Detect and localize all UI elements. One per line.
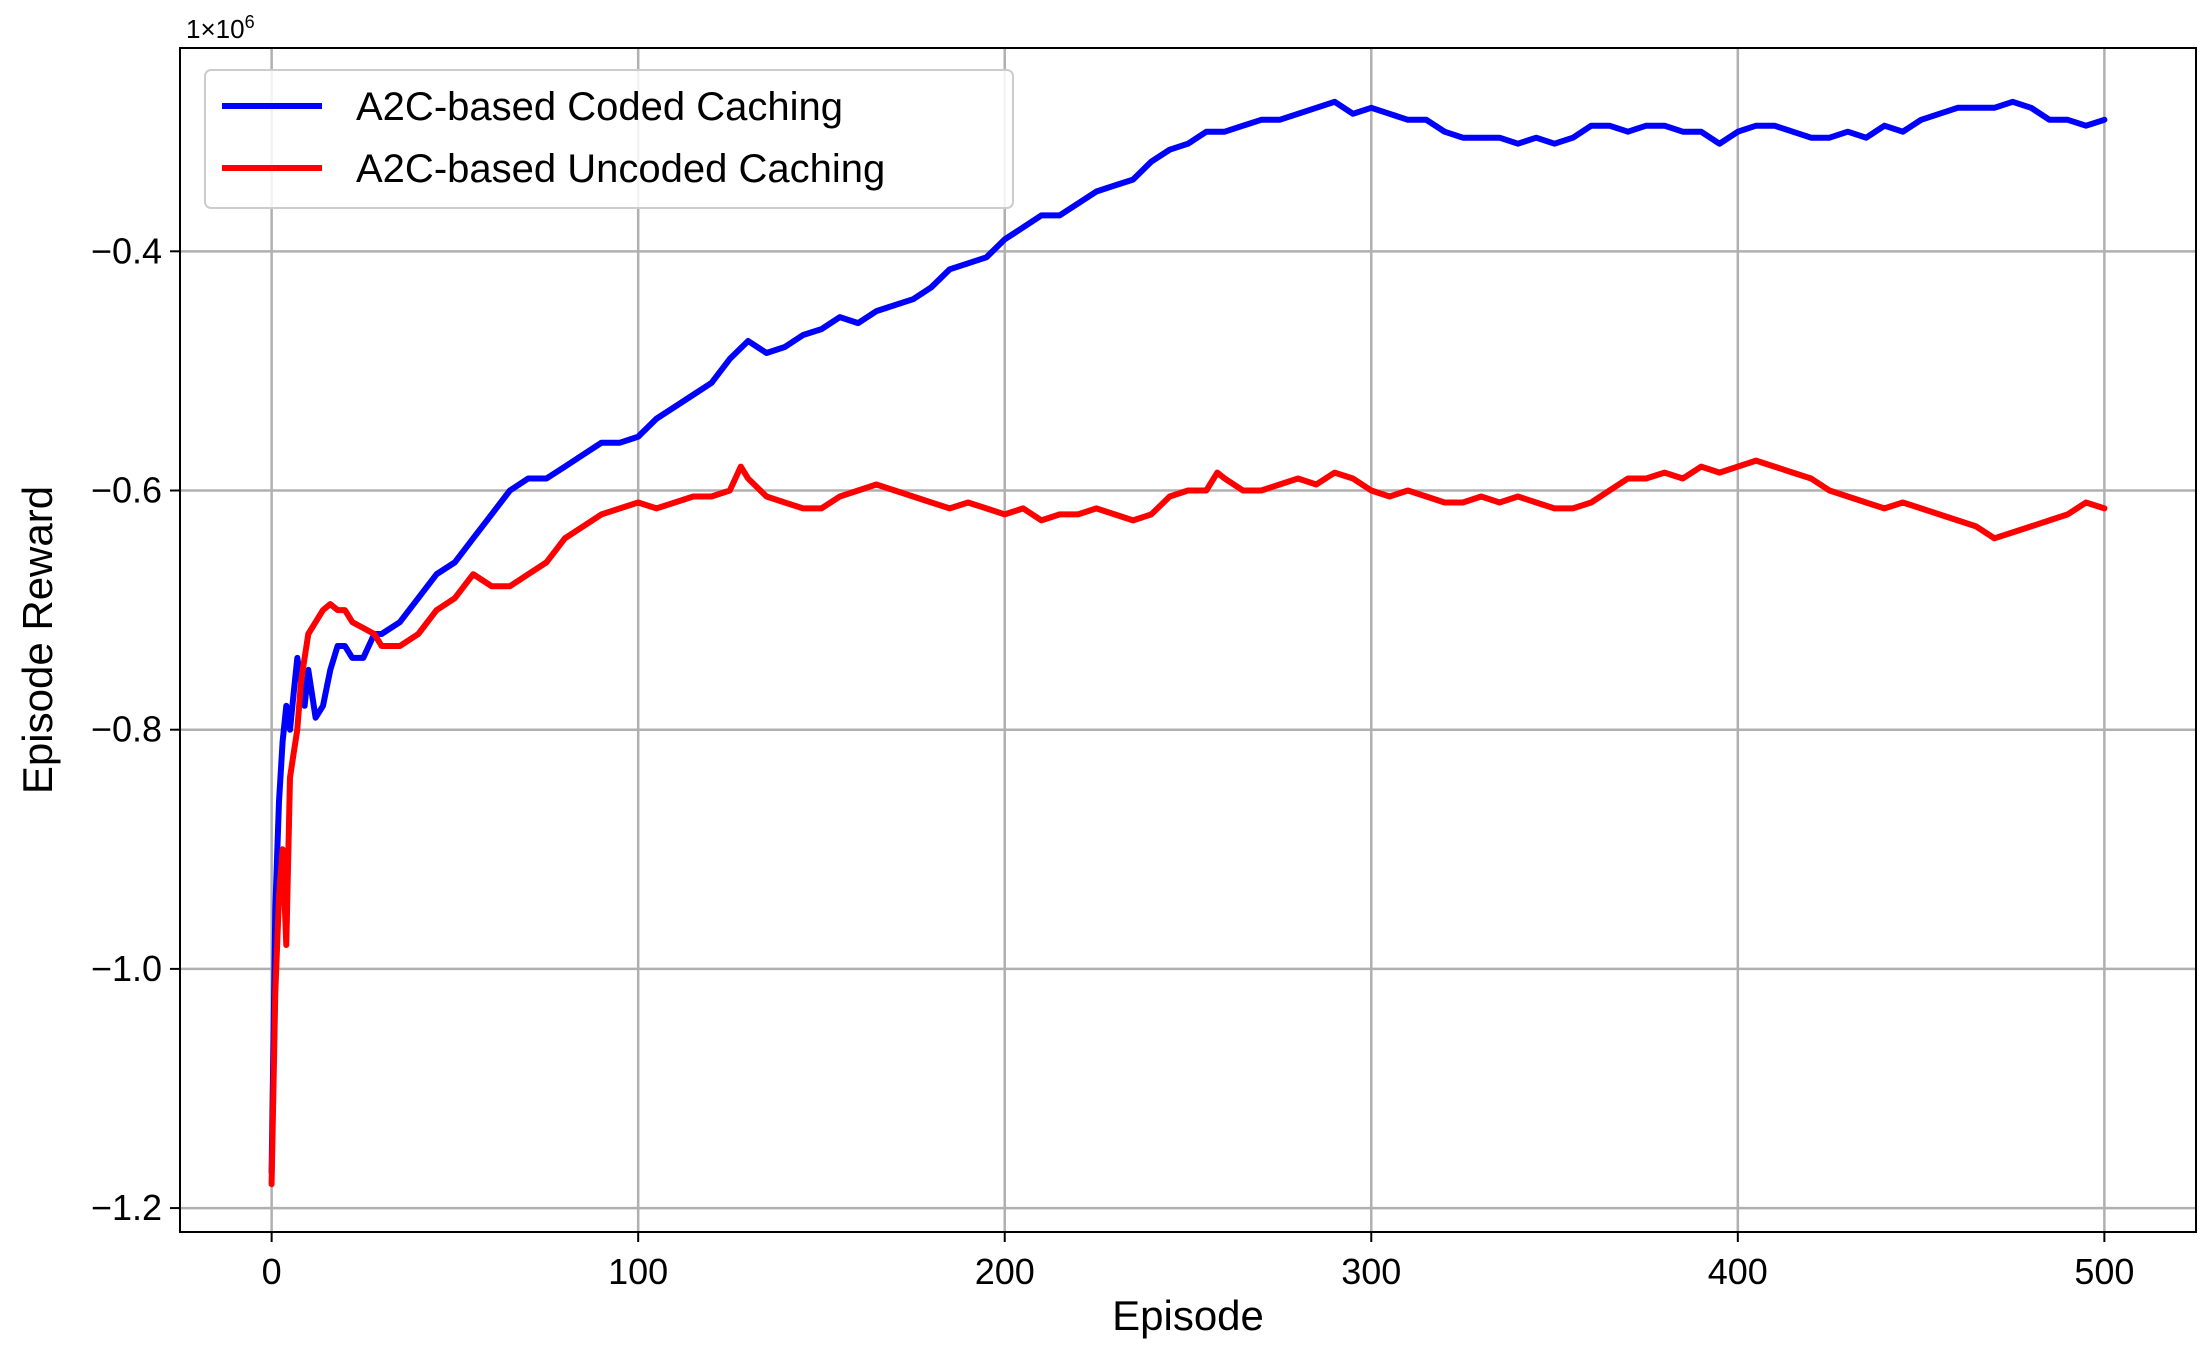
x-tick-label: 400	[1708, 1251, 1768, 1292]
y-offset-base: 1×10	[186, 14, 245, 44]
y-tick-label: −0.6	[91, 470, 162, 511]
legend-entry-uncoded: A2C-based Uncoded Caching	[356, 147, 885, 191]
x-tick-label: 500	[2074, 1251, 2134, 1292]
y-tick-label: −1.2	[91, 1187, 162, 1228]
y-offset-exponent: 6	[245, 12, 255, 32]
y-offset-label: 1×106	[186, 12, 255, 44]
series-layer	[268, 98, 2108, 1188]
legend-frame	[204, 69, 1014, 209]
ticks: 0 100 200 300 400 500 −1.2 −1.0 −0.8 −0.6 −0.4	[91, 230, 2134, 1292]
y-tick-label: −0.8	[91, 709, 162, 750]
series-line-coded	[268, 98, 2108, 1176]
legend-entry-coded: A2C-based Coded Caching	[356, 85, 843, 129]
grid	[180, 48, 2196, 1232]
x-axis-label: Episode	[1112, 1292, 1264, 1339]
x-tick-label: 200	[975, 1251, 1035, 1292]
plot-frame	[179, 47, 2197, 1233]
x-tick-label: 300	[1341, 1251, 1401, 1292]
y-tick-label: −1.0	[91, 948, 162, 989]
x-tick-label: 100	[608, 1251, 668, 1292]
y-axis-label: Episode Reward	[14, 486, 61, 794]
x-tick-label: 0	[262, 1251, 282, 1292]
y-tick-label: −0.4	[91, 230, 162, 271]
legend: A2C-based Coded Caching A2C-based Uncode…	[204, 69, 1014, 209]
series-line-uncoded	[268, 457, 2108, 1188]
